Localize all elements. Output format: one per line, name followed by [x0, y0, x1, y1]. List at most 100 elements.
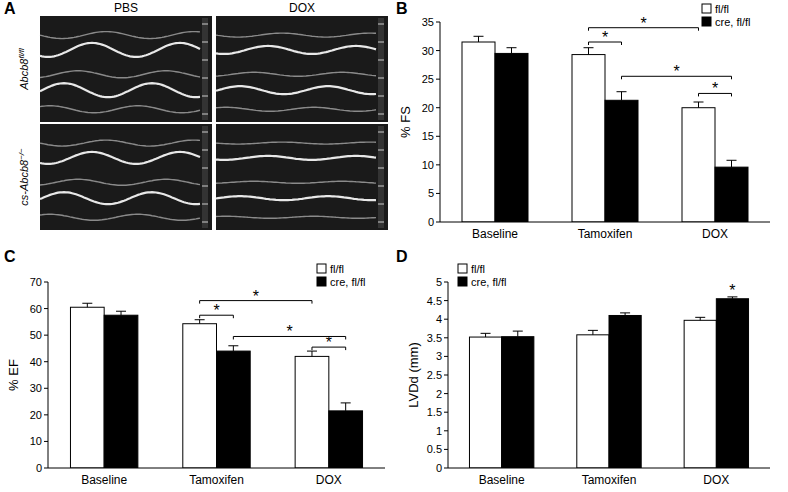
echo-trace [216, 33, 376, 37]
error-bar [727, 160, 737, 167]
echo-scale-tick [378, 78, 384, 79]
y-tick [436, 193, 440, 194]
error-bar [513, 331, 523, 337]
y-tick-label: 5 [436, 276, 442, 288]
y-tick-label: 0 [428, 216, 434, 228]
error-cap [116, 311, 126, 312]
y-tick-label: 3 [436, 350, 442, 362]
bar [217, 351, 251, 468]
panel-letter: C [4, 248, 16, 265]
error-stem [478, 36, 479, 42]
error-cap [341, 402, 351, 403]
bar [716, 299, 748, 468]
error-stem [87, 303, 88, 307]
panel-letter: D [396, 248, 408, 265]
error-cap [620, 312, 630, 313]
y-tick-label: 2.5 [427, 369, 442, 381]
error-cap [474, 36, 484, 37]
column-label: PBS [114, 1, 138, 15]
error-stem [592, 330, 593, 334]
bar [572, 55, 605, 222]
error-cap [195, 319, 205, 320]
y-tick [444, 375, 448, 376]
error-stem [588, 48, 589, 55]
legend-swatch [458, 264, 467, 273]
x-tick-label: DOX [702, 227, 728, 241]
echo-background [40, 16, 212, 122]
echo-scale-tick [378, 114, 384, 115]
y-axis [48, 282, 49, 468]
echo-scale-tick [202, 150, 208, 151]
echo-image [216, 124, 388, 230]
echo-scale-tick [202, 60, 208, 61]
echo-scale-tick [378, 42, 384, 43]
panel-letter: A [4, 0, 16, 17]
marks [469, 297, 748, 468]
legend-label: fl/fl [471, 263, 485, 275]
bar-chart: DLVDd (mm)00.511.522.533.544.55BaselineT… [396, 248, 770, 487]
y-tick-label: 35 [422, 16, 434, 28]
echo-scale [378, 18, 384, 120]
echo-scale [202, 126, 208, 228]
y-tick [44, 441, 48, 442]
echo-scale-tick [202, 222, 208, 223]
echo-trace [40, 192, 200, 204]
bar-chart: C% EF010203040506070BaselineTamoxifenDOX… [4, 248, 385, 487]
y-tick-label: 10 [30, 435, 42, 447]
y-tick-label: 25 [422, 73, 434, 85]
y-tick-label: 3.5 [427, 332, 442, 344]
y-tick [444, 356, 448, 357]
y-tick-label: 30 [422, 45, 434, 57]
echo-scale-tick [202, 132, 208, 133]
bar [469, 337, 501, 468]
error-cap [307, 351, 317, 352]
legend-swatch [458, 277, 467, 286]
echo-scale-tick [202, 114, 208, 115]
echo-trace [216, 72, 376, 76]
echo-scale-tick [378, 222, 384, 223]
y-tick [44, 388, 48, 389]
y-tick-label: 60 [30, 303, 42, 315]
echo-trace [216, 156, 376, 160]
y-tick [444, 319, 448, 320]
significance-mark: * [286, 323, 292, 340]
bar [715, 167, 748, 222]
echo-scale-tick [202, 186, 208, 187]
y-tick-label: 2 [436, 388, 442, 400]
y-axis-label: % EF [6, 359, 21, 391]
echo-scale-tick [202, 42, 208, 43]
y-tick [44, 468, 48, 469]
bar [495, 53, 528, 222]
figure: APBSDOXAbcb8fl/flcs-Abcb8−/−B% FS0510152… [0, 0, 788, 492]
echo-trace [40, 214, 200, 220]
y-tick [444, 393, 448, 394]
bar [605, 100, 638, 222]
y-tick-label: 4.5 [427, 295, 442, 307]
y-tick-label: 70 [30, 276, 42, 288]
echo-trace [216, 216, 376, 218]
y-axis-label: LVDd (mm) [406, 342, 421, 407]
y-tick-label: 5 [428, 187, 434, 199]
y-tick [436, 22, 440, 23]
legend-swatch [702, 17, 711, 26]
y-tick [436, 222, 440, 223]
y-tick [436, 107, 440, 108]
y-tick [444, 430, 448, 431]
error-cap [481, 333, 491, 334]
y-tick [444, 449, 448, 450]
echo-scale [202, 18, 208, 120]
echo-trace [40, 43, 200, 57]
error-bar [307, 351, 317, 356]
y-tick [436, 164, 440, 165]
bar [70, 307, 104, 468]
echo-image [40, 124, 212, 230]
error-cap [695, 317, 705, 318]
bar [462, 42, 495, 222]
echo-trace [40, 106, 200, 113]
echo-trace [216, 181, 376, 183]
y-tick [44, 308, 48, 309]
legend: fl/flcre, fl/fl [317, 263, 365, 288]
error-bar [694, 102, 704, 108]
error-stem [621, 92, 622, 101]
x-tick-label: DOX [703, 473, 729, 487]
